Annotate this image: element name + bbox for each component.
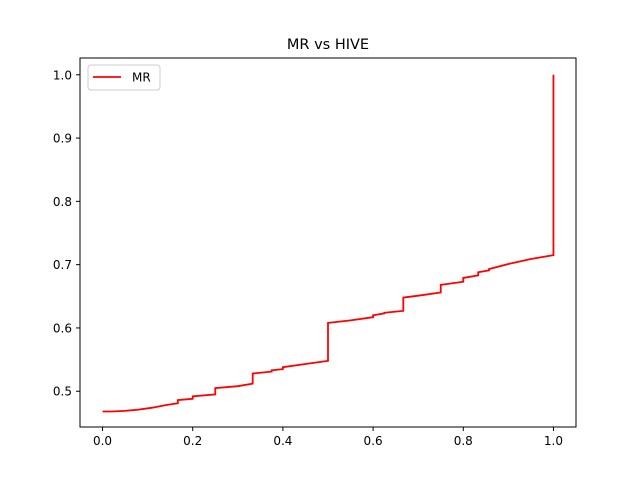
- x-tick-label: 0.0: [93, 434, 112, 448]
- y-tick-label: 0.6: [53, 321, 72, 335]
- y-tick-label: 1.0: [53, 68, 72, 82]
- axes: 0.0 0.2 0.4 0.6 0.8 1.0 0.5 0.6 0.7 0.8 0.9 1.0: [53, 57, 577, 448]
- y-tick-label: 0.8: [53, 195, 72, 209]
- x-tick-label: 1.0: [544, 434, 563, 448]
- legend: MR: [87, 64, 161, 91]
- x-tick-label: 0.8: [454, 434, 473, 448]
- x-tick-label: 0.6: [364, 434, 383, 448]
- series-line-mr: [102, 74, 555, 413]
- axes-frame: [79, 57, 577, 428]
- plot-area: [102, 74, 555, 413]
- x-tick-label: 0.2: [183, 434, 202, 448]
- legend-box: [87, 64, 161, 91]
- y-tick-label: 0.9: [53, 132, 72, 146]
- legend-label: MR: [132, 71, 151, 85]
- y-tick-label: 0.7: [53, 258, 72, 272]
- y-tick-label: 0.5: [53, 385, 72, 399]
- x-tick-label: 0.4: [273, 434, 292, 448]
- chart-title: MR vs HIVE: [287, 37, 369, 53]
